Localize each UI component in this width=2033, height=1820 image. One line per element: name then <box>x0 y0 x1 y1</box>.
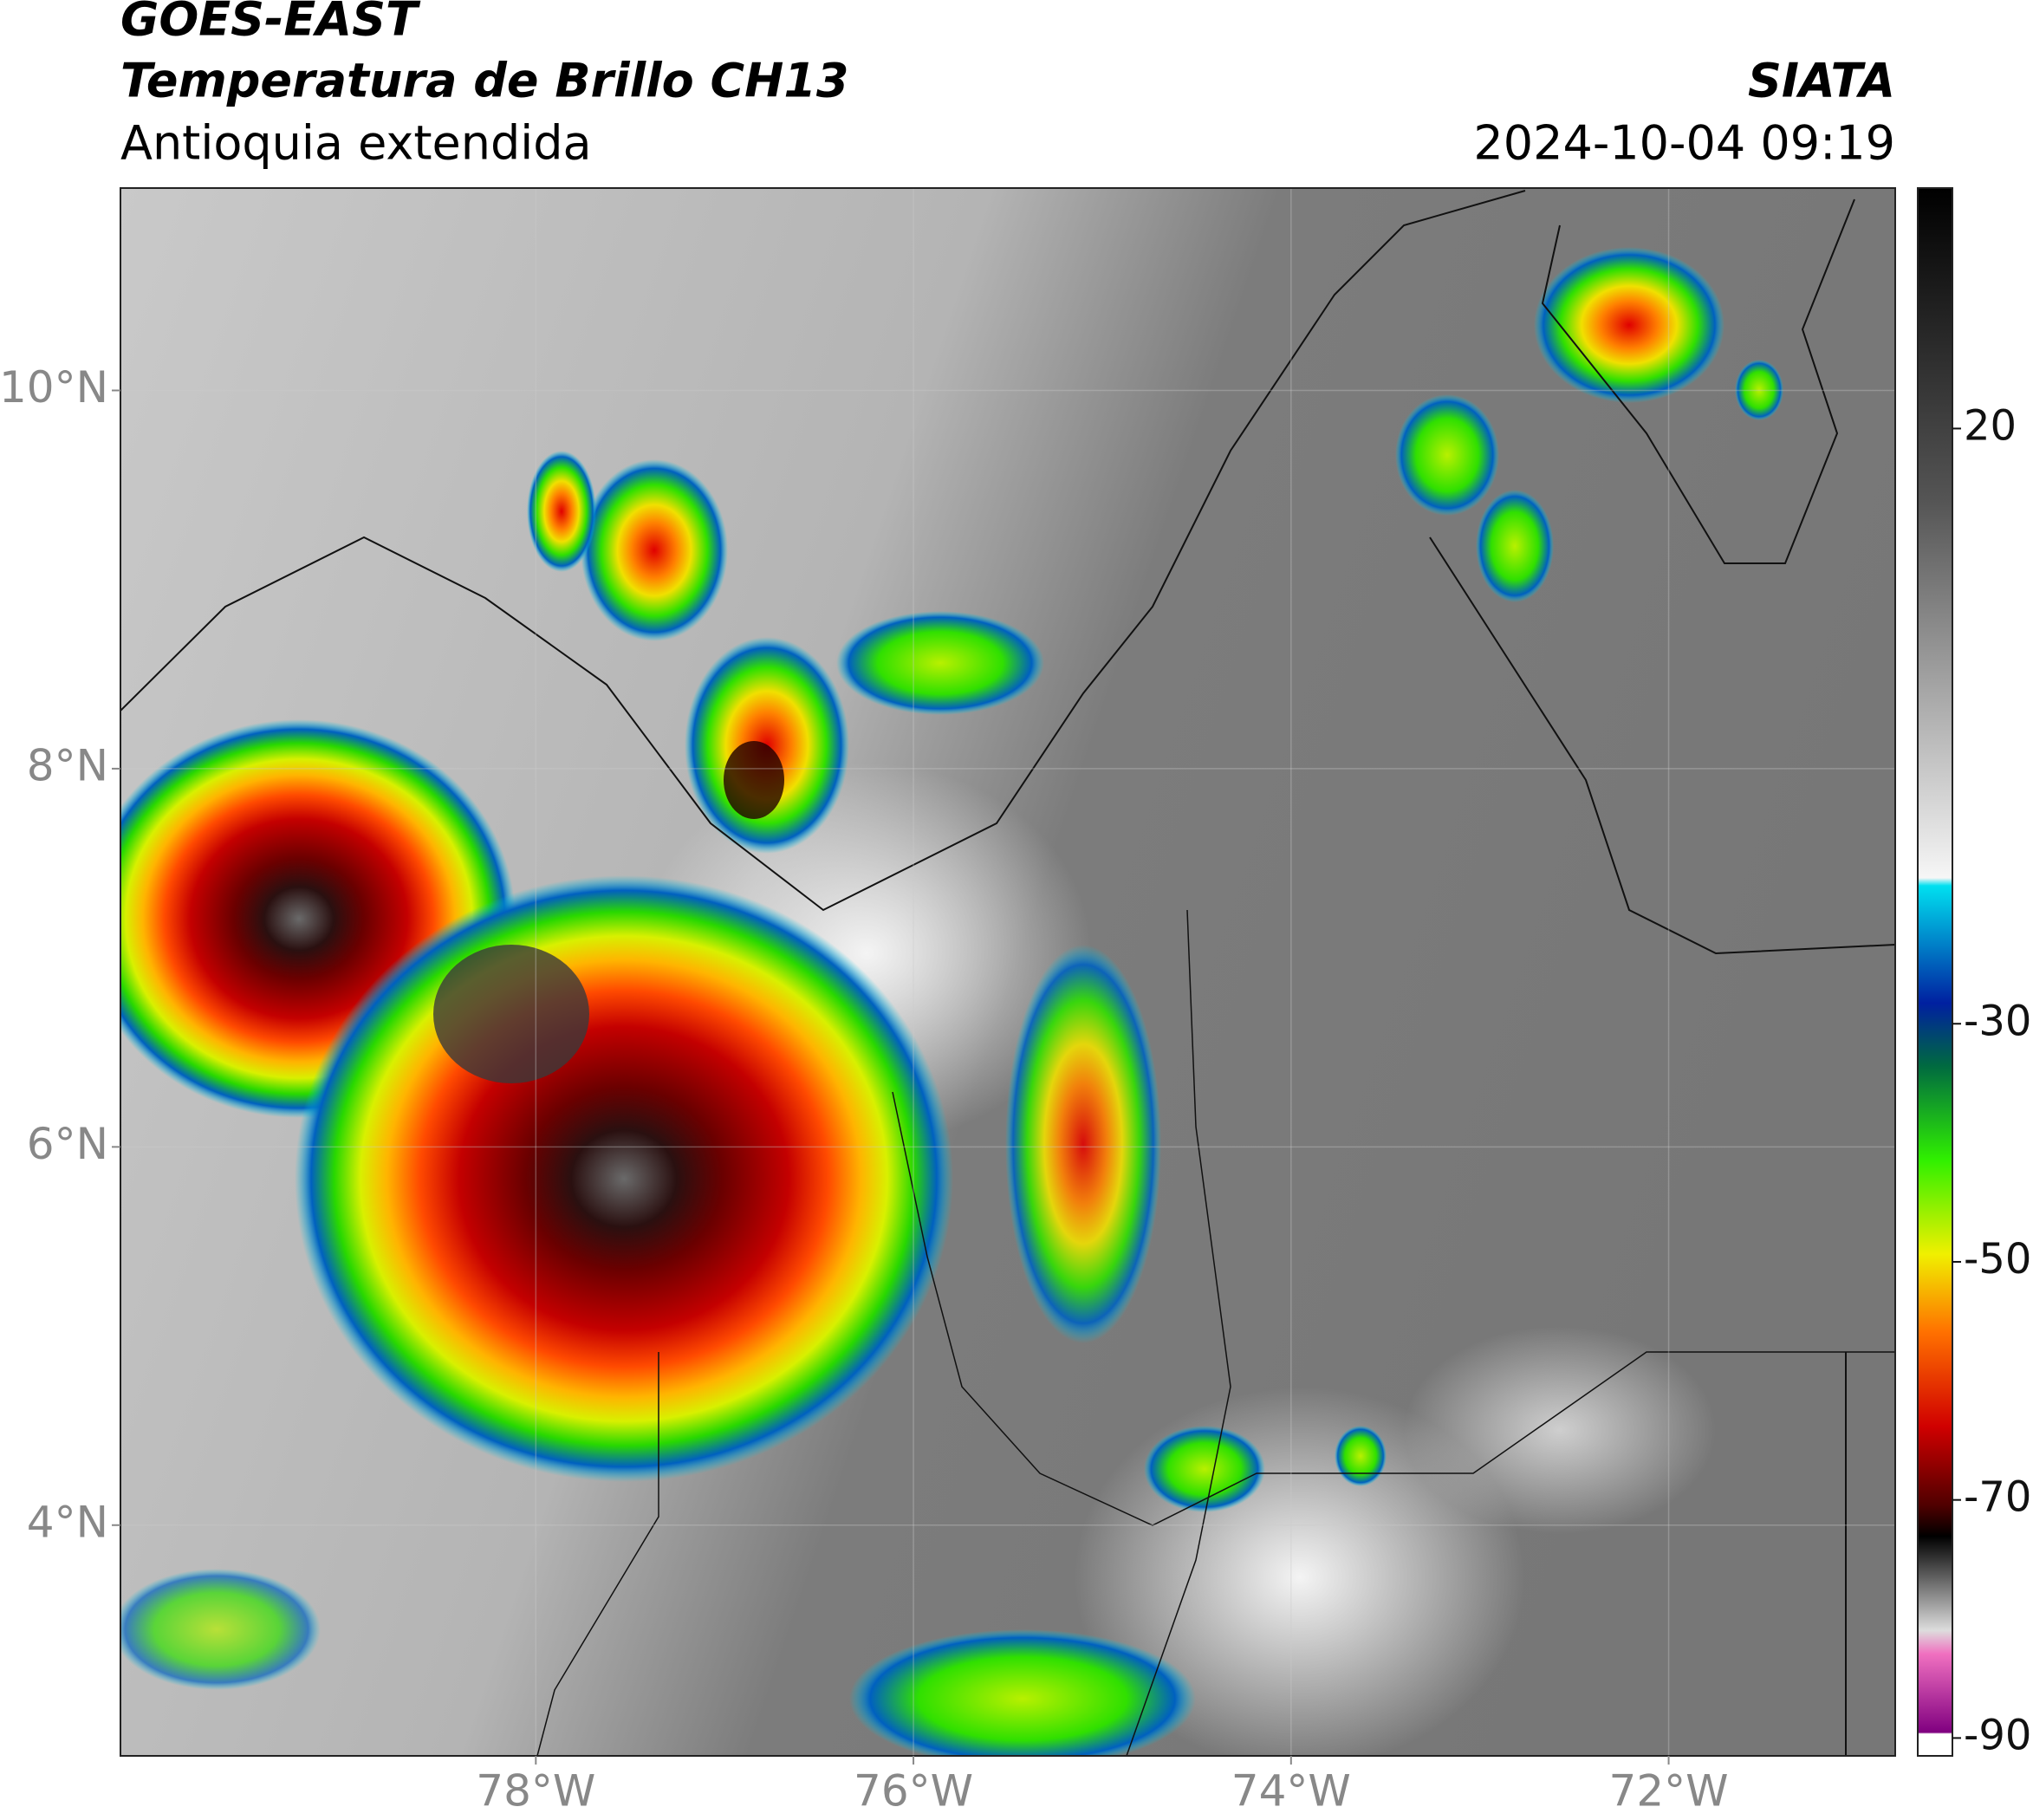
colorbar-tick-label: -30 <box>1964 997 2031 1045</box>
x-tick-label: 74°W <box>1231 1766 1351 1817</box>
colorbar-tick-label: 20 <box>1964 401 2017 450</box>
y-tick-label: 10°N <box>0 362 108 413</box>
y-tick-label: 8°N <box>27 740 108 790</box>
x-tick-label: 76°W <box>854 1766 973 1817</box>
y-tick-label: 4°N <box>27 1497 108 1547</box>
satellite-image <box>120 188 1895 1756</box>
x-tick-label: 78°W <box>476 1766 595 1817</box>
colorbar-tick-label: -70 <box>1964 1473 2031 1522</box>
region: Antioquia extendida <box>120 116 592 171</box>
colorbar <box>1917 187 1953 1757</box>
y-tick-label: 6°N <box>27 1119 108 1169</box>
title: GOES-EAST <box>120 0 421 47</box>
datetime: 2024-10-04 09:19 <box>1473 116 1895 171</box>
colorbar-tick-label: -50 <box>1964 1235 2031 1284</box>
x-tick-label: 72°W <box>1609 1766 1729 1817</box>
source: SIATA <box>1748 54 1895 108</box>
map-frame <box>120 187 1896 1757</box>
colorbar-tick-label: -90 <box>1964 1711 2031 1759</box>
subtitle: Temperatura de Brillo CH13 <box>120 54 849 108</box>
